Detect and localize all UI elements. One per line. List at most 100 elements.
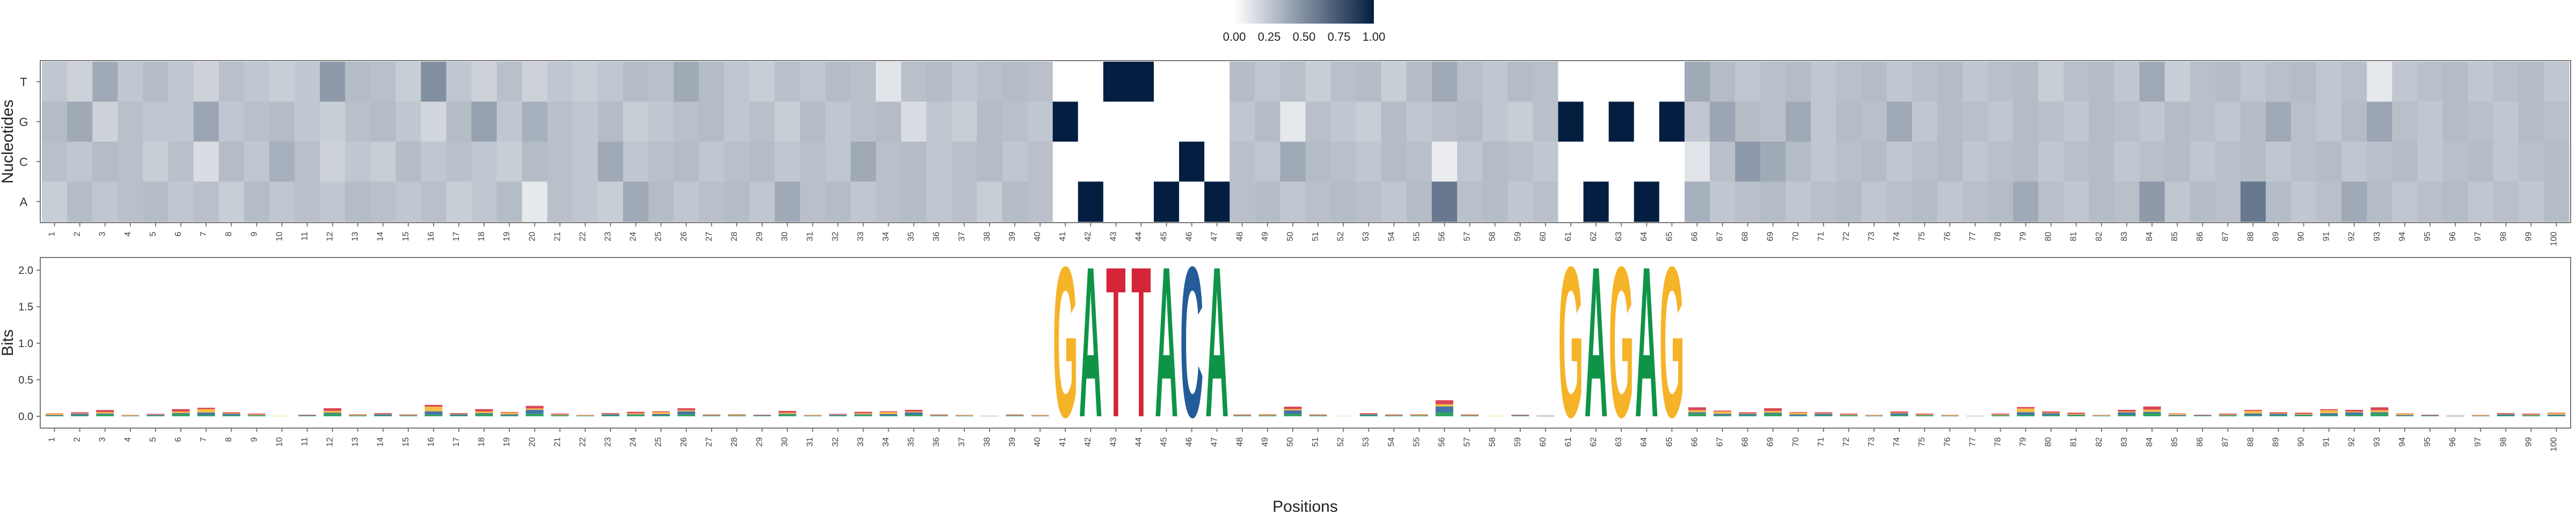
heatmap-x-tick-label: 97 [2473, 232, 2483, 241]
logo-background-letter [2522, 415, 2540, 416]
heatmap-cell [1533, 62, 1558, 102]
heatmap-cell [1912, 62, 1938, 102]
logo-background-letter [1840, 415, 1858, 416]
logo-background-letter [854, 413, 872, 415]
heatmap-cell [1305, 181, 1331, 222]
logo-background-letter [2193, 415, 2212, 416]
logo-x-tick-label: 81 [2069, 437, 2079, 447]
logo-background-letter [2396, 415, 2414, 416]
heatmap-x-tick-label: 75 [1918, 232, 1927, 241]
heatmap-cell [1735, 62, 1761, 102]
heatmap-cell [572, 142, 598, 182]
logo-x-tick-label: 53 [1362, 437, 1371, 447]
heatmap-cell [522, 181, 548, 222]
logo-background-letter [2118, 411, 2136, 413]
logo-background-letter [2042, 415, 2060, 416]
heatmap-cell [2089, 101, 2114, 142]
heatmap-cell [547, 142, 573, 182]
heatmap-x-tick-label: 19 [502, 232, 511, 241]
logo-background-letter [475, 411, 493, 414]
logo-background-letter [2017, 412, 2035, 415]
logo-background-letter [2370, 413, 2389, 416]
heatmap-x-tick-label: 10 [275, 232, 284, 241]
heatmap-x-tick-label: 71 [1817, 232, 1826, 241]
logo-background-letter [2497, 414, 2515, 415]
logo-x-tick-label: 26 [679, 437, 689, 447]
heatmap-cell [2240, 62, 2266, 102]
logo-letter-G: G [1053, 222, 1078, 462]
heatmap-cell [1002, 181, 1028, 222]
heatmap-x-tick-label: 32 [831, 232, 840, 241]
heatmap-cell [1912, 101, 1938, 142]
heatmap-cell [421, 101, 447, 142]
heatmap-cell [1937, 142, 1963, 182]
heatmap-cell [1836, 62, 1862, 102]
heatmap-cell [1230, 142, 1255, 182]
heatmap-x-tick-label: 87 [2221, 232, 2230, 241]
heatmap-x-tick-label: 63 [1614, 232, 1623, 241]
heatmap-cell [2493, 181, 2519, 222]
heatmap-x-tick-label: 29 [755, 232, 764, 241]
logo-background-letter [1890, 413, 1908, 415]
heatmap-cell [2341, 62, 2367, 102]
heatmap-cell [1659, 62, 1685, 102]
heatmap-cell [1305, 101, 1331, 142]
logo-background-letter [880, 414, 897, 416]
heatmap-cell [2442, 62, 2469, 102]
heatmap-cell [2114, 142, 2140, 182]
logo-background-letter [500, 413, 518, 415]
heatmap-x-tick-label: 23 [604, 232, 613, 241]
logo-background-letter [2067, 414, 2085, 415]
heatmap-cell [1381, 101, 1407, 142]
logo-x-tick-label: 17 [452, 437, 461, 447]
heatmap-cell [1179, 62, 1205, 102]
logo-background-letter [728, 414, 746, 416]
logo-x-tick-label: 96 [2448, 437, 2457, 447]
heatmap-cell [1709, 101, 1736, 142]
logo-background-letter [627, 411, 645, 414]
logo-background-letter [728, 415, 746, 416]
logo-background-letter [753, 415, 771, 416]
logo-background-letter [1309, 415, 1327, 416]
logo-letter-A: A [1205, 222, 1228, 462]
heatmap-cell [143, 101, 169, 142]
logo-x-tick-label: 67 [1715, 437, 1724, 447]
logo-background-letter [905, 415, 923, 416]
heatmap-x-tick-label: 16 [427, 232, 436, 241]
heatmap-x-tick-label: 42 [1084, 232, 1093, 241]
heatmap-cell [2543, 181, 2570, 222]
logo-x-tick-label: 36 [932, 437, 941, 447]
heatmap-cell [1634, 142, 1660, 182]
logo-background-letter [71, 413, 89, 414]
heatmap-cell [1709, 181, 1736, 222]
heatmap-cell [1078, 101, 1104, 142]
heatmap-cell [244, 142, 270, 182]
logo-x-tick-label: 23 [604, 437, 613, 447]
heatmap-cell [496, 101, 523, 142]
logo-background-letter [2244, 413, 2262, 416]
heatmap-cell [1735, 142, 1761, 182]
heatmap-cell [1381, 62, 1407, 102]
heatmap-x-tick-label: 20 [528, 232, 537, 241]
heatmap-cell [1280, 101, 1306, 142]
colorbar-tick-label: 0.50 [1293, 30, 1316, 43]
heatmap-cell [1153, 181, 1180, 222]
heatmap-x-tick-label: 99 [2524, 232, 2533, 241]
heatmap-x-tick-label: 30 [780, 232, 789, 241]
heatmap-x-ticks: 1 2 3 4 5 6 7 8 9 10 11 12 13 14 15 16 17 18 19 20 21 22 23 24 2… [48, 223, 2558, 246]
heatmap-x-tick-label: 39 [1008, 232, 1017, 241]
heatmap-cell [926, 142, 952, 182]
logo-background-letter [677, 411, 696, 415]
logo-background-letter [96, 410, 114, 413]
heatmap-cell [294, 62, 320, 102]
logo-background-letter [121, 415, 140, 416]
heatmap-cell [1608, 101, 1635, 142]
heatmap-cell [547, 101, 573, 142]
logo-background-letter [2244, 410, 2262, 414]
logo-x-tick-label: 69 [1766, 437, 1775, 447]
heatmap-x-tick-label: 92 [2347, 232, 2357, 241]
heatmap-cell [2392, 142, 2418, 182]
heatmap-x-tick-label: 91 [2322, 232, 2331, 241]
logo-background-letter [1814, 413, 1833, 414]
